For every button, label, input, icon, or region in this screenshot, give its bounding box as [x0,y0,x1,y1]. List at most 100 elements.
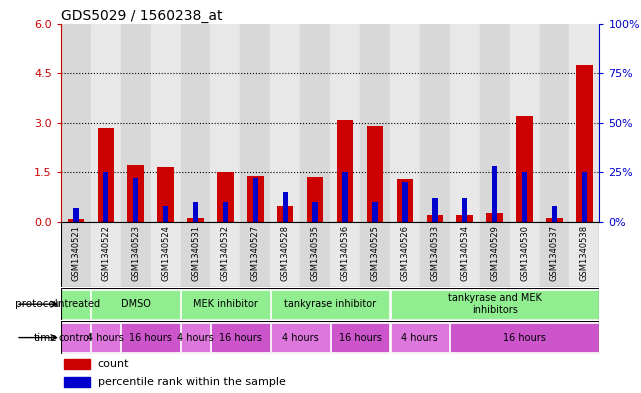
Text: GSM1340534: GSM1340534 [460,225,469,281]
Text: 16 hours: 16 hours [129,332,172,343]
Bar [307,177,324,222]
Text: tankyrase inhibitor: tankyrase inhibitor [284,299,376,309]
Bar [253,178,258,222]
Bar [97,128,114,222]
Text: 16 hours: 16 hours [219,332,262,343]
Bar [151,222,181,287]
Bar [522,173,528,222]
Bar [576,65,593,222]
Text: GSM1340521: GSM1340521 [71,225,80,281]
Bar [92,323,120,352]
Text: GSM1340529: GSM1340529 [490,225,499,281]
Text: percentile rank within the sample: percentile rank within the sample [97,377,286,387]
Bar [181,222,210,287]
Bar [121,24,151,222]
Bar [360,24,390,222]
Bar [390,290,599,319]
Text: 4 hours: 4 hours [282,332,319,343]
Bar [103,173,108,222]
Bar [402,182,408,222]
Bar [163,206,169,222]
Bar [569,24,599,222]
Bar [271,290,389,319]
Bar [64,377,90,387]
Bar [331,323,389,352]
Text: GSM1340538: GSM1340538 [580,225,589,281]
Bar [181,24,210,222]
Bar [390,222,420,287]
Text: 4 hours: 4 hours [177,332,214,343]
Bar [133,178,138,222]
Bar [390,323,449,352]
Bar [73,208,79,222]
Bar [300,222,330,287]
Text: GDS5029 / 1560238_at: GDS5029 / 1560238_at [61,9,222,22]
Bar [158,167,174,222]
Bar [181,290,270,319]
Bar [271,24,300,222]
Bar [569,222,599,287]
Bar [342,173,348,222]
Text: GSM1340533: GSM1340533 [430,225,439,281]
Text: time: time [34,332,58,343]
Text: GSM1340537: GSM1340537 [550,225,559,281]
Bar [181,323,210,352]
Text: DMSO: DMSO [121,299,151,309]
Bar [517,116,533,222]
Bar [121,222,151,287]
Bar [337,119,353,222]
Bar [62,290,90,319]
Bar [510,24,540,222]
Text: GSM1340536: GSM1340536 [340,225,349,281]
Bar [283,192,288,222]
Bar [420,24,450,222]
Text: untreated: untreated [52,299,100,309]
Bar [247,176,263,222]
Bar [450,24,479,222]
Text: GSM1340532: GSM1340532 [221,225,230,281]
Text: count: count [97,359,129,369]
Text: GSM1340530: GSM1340530 [520,225,529,281]
Bar [479,24,510,222]
Bar [277,206,294,222]
Text: GSM1340535: GSM1340535 [311,225,320,281]
Bar [510,222,540,287]
Bar [330,222,360,287]
Bar [540,222,569,287]
Text: tankyrase and MEK
inhibitors: tankyrase and MEK inhibitors [447,294,542,315]
Bar [61,24,91,222]
Bar [456,215,473,222]
Text: GSM1340522: GSM1340522 [101,225,110,281]
Bar [487,213,503,222]
Bar [450,222,479,287]
Bar [390,24,420,222]
Text: MEK inhibitor: MEK inhibitor [193,299,258,309]
Bar [479,222,510,287]
Bar [240,24,271,222]
Bar [222,202,228,222]
Bar [372,202,378,222]
Bar [240,222,271,287]
Bar [62,323,90,352]
Bar [91,24,121,222]
Bar [420,222,450,287]
Text: control: control [59,332,93,343]
Text: GSM1340525: GSM1340525 [370,225,379,281]
Text: GSM1340528: GSM1340528 [281,225,290,281]
Bar [462,198,467,222]
Text: 16 hours: 16 hours [503,332,546,343]
Bar [217,173,233,222]
Bar [427,215,443,222]
Bar [552,206,557,222]
Bar [210,222,240,287]
Bar [546,218,563,222]
Bar [91,222,121,287]
Text: GSM1340527: GSM1340527 [251,225,260,281]
Bar [367,126,383,222]
Text: 4 hours: 4 hours [401,332,438,343]
Bar [61,222,91,287]
Bar [128,165,144,222]
Text: 16 hours: 16 hours [338,332,381,343]
Bar [540,24,569,222]
Bar [300,24,330,222]
